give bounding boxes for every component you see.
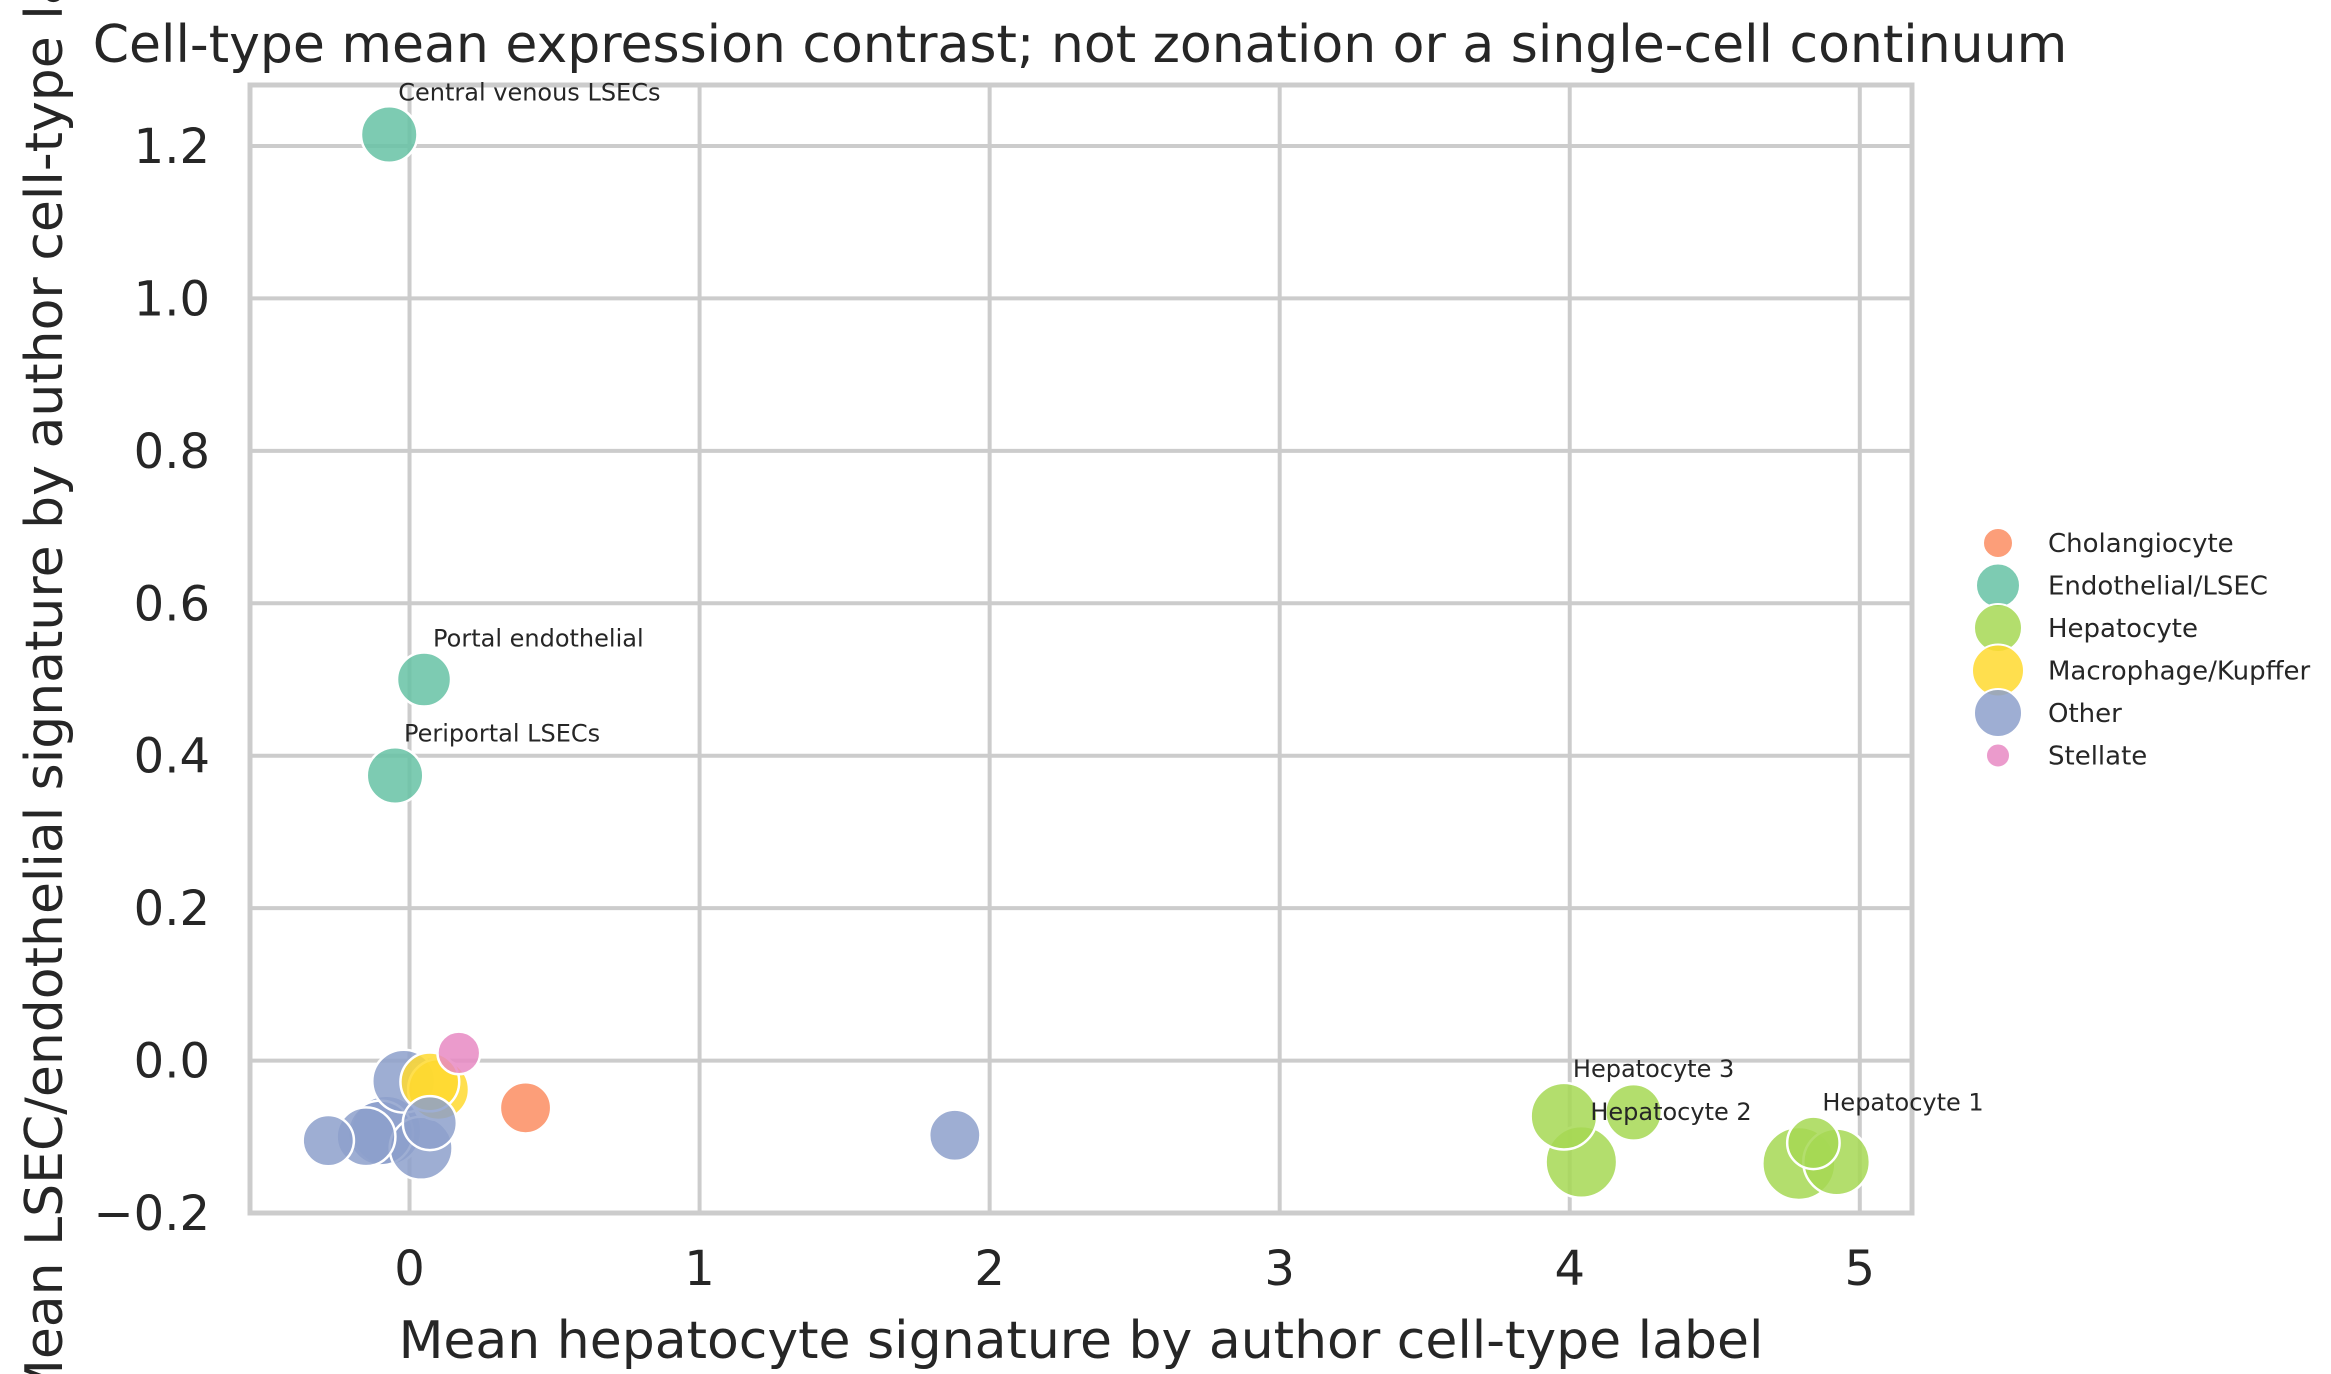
y-tick-label: 1.0 bbox=[134, 271, 210, 327]
legend-label: Cholangiocyte bbox=[2048, 529, 2234, 559]
legend-item: Other bbox=[1973, 688, 2122, 738]
legend-item: Hepatocyte bbox=[1973, 603, 2198, 653]
y-tick-label: −0.2 bbox=[93, 1186, 210, 1242]
legend-label: Hepatocyte bbox=[2048, 614, 2198, 644]
y-tick-label: 0.4 bbox=[134, 729, 210, 785]
data-point bbox=[401, 1094, 459, 1152]
y-tick-label: 0.6 bbox=[134, 576, 210, 632]
point-label: Hepatocyte 3 bbox=[1573, 1055, 1734, 1083]
grid-lines bbox=[250, 85, 1912, 1215]
data-point bbox=[1604, 1082, 1664, 1142]
data-point bbox=[1785, 1115, 1841, 1171]
point-label: Hepatocyte 1 bbox=[1822, 1089, 1983, 1117]
x-tick-label: 2 bbox=[974, 1241, 1005, 1297]
data-point bbox=[436, 1030, 482, 1076]
x-tick-label: 5 bbox=[1845, 1241, 1876, 1297]
x-tick-label: 4 bbox=[1554, 1241, 1585, 1297]
legend-item: Cholangiocyte bbox=[1982, 527, 2234, 559]
x-tick-label: 1 bbox=[684, 1241, 715, 1297]
data-point bbox=[395, 651, 453, 708]
legend-marker bbox=[1982, 527, 2014, 559]
x-tick-label: 3 bbox=[1264, 1241, 1295, 1297]
x-tick-label: 0 bbox=[394, 1241, 425, 1297]
data-point bbox=[927, 1108, 982, 1163]
y-tick-labels: −0.2 0.0 0.2 0.4 0.6 0.8 1.0 1.2 bbox=[93, 119, 210, 1242]
legend-marker bbox=[1973, 688, 2023, 738]
point-label: Hepatocyte 2 bbox=[1590, 1098, 1751, 1126]
legend-label: Macrophage/Kupffer bbox=[2048, 657, 2311, 687]
chart-title: Cell-type mean expression contrast; not … bbox=[93, 15, 2068, 75]
data-point bbox=[1529, 1081, 1599, 1151]
points-layer bbox=[301, 105, 1872, 1202]
data-point bbox=[498, 1080, 553, 1135]
point-label: Portal endothelial bbox=[433, 624, 644, 652]
point-label: Central venous LSECs bbox=[398, 78, 660, 106]
point-label: Periportal LSECs bbox=[404, 719, 600, 747]
legend-item: Endothelial/LSEC bbox=[1975, 562, 2268, 609]
legend-item: Stellate bbox=[1985, 742, 2147, 772]
legend: Cholangiocyte Endothelial/LSEC Hepatocyte M… bbox=[1971, 527, 2311, 772]
legend-label: Endothelial/LSEC bbox=[2048, 572, 2268, 602]
y-axis-label: Mean LSEC/endothelial signature by autho… bbox=[15, 0, 75, 1374]
legend-label: Stellate bbox=[2048, 742, 2147, 772]
y-tick-label: 0.2 bbox=[134, 881, 210, 937]
y-tick-label: 1.2 bbox=[134, 119, 210, 175]
data-point bbox=[365, 746, 425, 806]
legend-label: Other bbox=[2048, 699, 2122, 729]
x-tick-labels: 0 1 2 3 4 5 bbox=[394, 1241, 1875, 1297]
y-tick-label: 0.0 bbox=[134, 1034, 210, 1090]
legend-item: Macrophage/Kupffer bbox=[1971, 643, 2311, 698]
legend-marker bbox=[1975, 562, 2021, 609]
legend-marker bbox=[1985, 742, 2011, 769]
point-annotations: Central venous LSECs Portal endothelial Pe… bbox=[398, 78, 1983, 1126]
plot-frame bbox=[247, 82, 1915, 1216]
x-axis-label: Mean hepatocyte signature by author cell… bbox=[399, 1311, 1764, 1371]
y-tick-label: 0.8 bbox=[134, 424, 210, 480]
data-point bbox=[301, 1113, 356, 1168]
data-point bbox=[359, 105, 419, 165]
